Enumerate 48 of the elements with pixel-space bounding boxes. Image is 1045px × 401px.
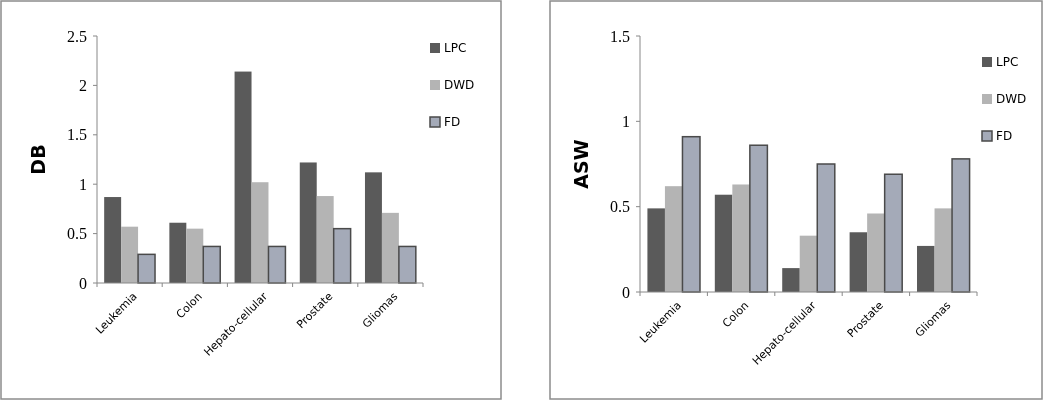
bar <box>714 194 733 292</box>
bar <box>332 227 352 284</box>
y-tick-label: 1 <box>79 175 87 193</box>
legend-label: DWD <box>444 78 475 93</box>
legend-label: LPC <box>996 55 1019 70</box>
y-tick-label: 0.5 <box>610 198 630 216</box>
bar <box>169 222 187 283</box>
y-tick-label: 0 <box>622 283 630 301</box>
bar <box>749 144 769 293</box>
bar <box>364 172 382 283</box>
bar <box>681 135 701 293</box>
bar <box>121 226 139 283</box>
bar <box>381 212 399 283</box>
bar <box>251 182 269 283</box>
y-tick-label: 0.5 <box>67 225 87 243</box>
y-axis-title: DB <box>27 144 49 175</box>
bar <box>647 208 665 292</box>
bar <box>299 162 317 283</box>
bar <box>398 245 417 284</box>
bar <box>664 186 683 292</box>
bar <box>867 213 885 292</box>
y-tick-label: 1 <box>622 112 630 130</box>
y-tick-label: 2 <box>79 77 87 94</box>
bar <box>234 71 252 283</box>
legend-label: LPC <box>444 41 467 56</box>
y-tick-label: 1.5 <box>67 126 87 144</box>
bar <box>137 253 156 284</box>
legend-label: FD <box>444 115 461 130</box>
bar <box>186 228 204 283</box>
bar <box>917 245 935 292</box>
bar <box>104 197 122 283</box>
bar <box>816 163 836 293</box>
bar <box>883 173 903 293</box>
bar <box>732 184 750 292</box>
y-tick-label: 1.5 <box>610 27 630 45</box>
bar <box>799 235 818 292</box>
legend-label: FD <box>996 129 1013 144</box>
legend-label: DWD <box>996 92 1027 107</box>
bar <box>849 232 868 292</box>
bar <box>202 245 221 284</box>
y-tick-label: 2.5 <box>67 27 87 45</box>
bar <box>316 196 334 283</box>
y-tick-label: 0 <box>79 274 87 292</box>
bar <box>951 158 971 293</box>
bar <box>934 208 953 292</box>
bar <box>267 245 287 284</box>
y-axis-title: ASW <box>570 139 592 189</box>
bar <box>782 268 800 292</box>
